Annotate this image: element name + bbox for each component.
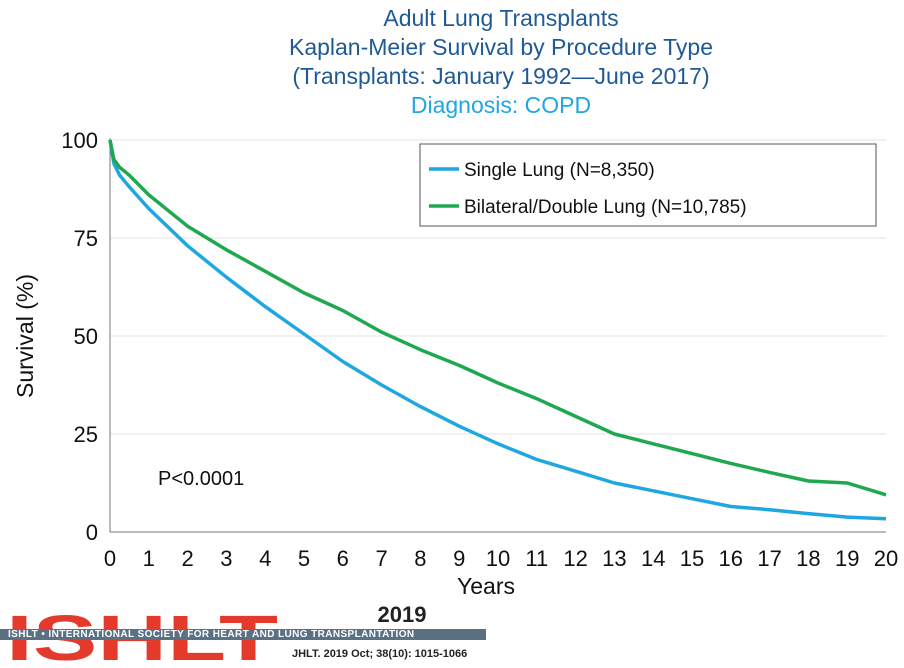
chart-subtitle: Kaplan-Meier Survival by Procedure Type [288,34,713,60]
x-tick-label: 7 [375,546,387,571]
legend-label-1: Single Lung (N=8,350) [464,160,655,181]
series-line-2 [108,139,887,497]
x-tick-label: 9 [453,546,465,571]
x-axis-title: Years [457,573,515,599]
legend-box [419,143,877,227]
x-tick-label: 1 [143,546,155,571]
x-tick-label: 20 [874,546,898,571]
chart-title-block: Adult Lung Transplants Kaplan-Meier Surv… [0,4,904,120]
x-tick-label: 16 [719,546,743,571]
y-tick-label: 100 [61,128,98,153]
chart-title: Adult Lung Transplants [383,5,619,31]
chart-diagnosis: Diagnosis: COPD [410,92,592,118]
y-tick-label: 75 [74,226,98,251]
x-tick-label: 12 [563,546,587,571]
p-value-annotation: P<0.0001 [158,468,244,490]
x-tick-label: 4 [259,546,271,571]
gridlines [110,139,886,435]
x-tick-label: 8 [414,546,426,571]
x-tick-label: 3 [220,546,232,571]
x-tick-label: 10 [486,546,510,571]
y-axis-title: Survival (%) [12,274,38,398]
ishlt-band-text: ISHLT • INTERNATIONAL SOCIETY FOR HEART … [8,629,415,640]
y-tick-label: 0 [86,520,98,545]
x-tick-label: 15 [680,546,704,571]
chart-date-range: (Transplants: January 1992—June 2017) [292,63,710,89]
legend-label-2: Bilateral/Double Lung (N=10,785) [464,197,747,218]
x-tick-label: 17 [757,546,781,571]
x-tick-label: 6 [337,546,349,571]
x-tick-label: 5 [298,546,310,571]
series-line-1 [108,139,887,521]
x-tick-label: 14 [641,546,665,571]
axes [109,138,886,533]
series-lines [108,139,887,521]
x-tick-label: 0 [104,546,116,571]
y-tick-label: 50 [74,324,98,349]
x-tick-label: 18 [796,546,820,571]
y-tick-label: 25 [74,422,98,447]
x-tick-label: 13 [602,546,626,571]
x-tick-label: 2 [181,546,193,571]
ishlt-citation: JHLT. 2019 Oct; 38(10): 1015-1066 [292,648,468,660]
ishlt-band [0,629,486,640]
x-tick-label: 11 [525,546,548,571]
ishlt-year: 2019 [377,602,427,627]
legend: Single Lung (N=8,350) Bilateral/Double Lu… [419,143,877,227]
x-tick-label: 19 [835,546,859,571]
